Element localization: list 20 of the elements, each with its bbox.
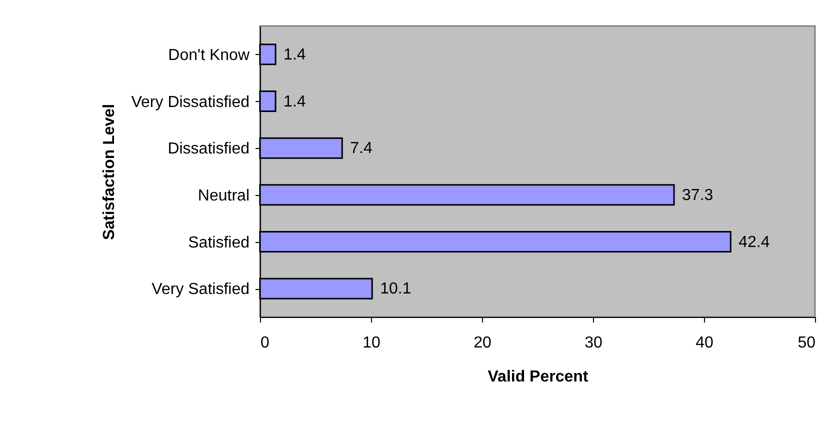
data-label: 1.4 bbox=[284, 93, 306, 110]
x-tick-label: 0 bbox=[260, 334, 270, 352]
y-tick-label: Dissatisfied bbox=[168, 140, 250, 158]
y-tick-label: Satisfied bbox=[188, 234, 250, 252]
data-label: 37.3 bbox=[682, 186, 714, 204]
x-tick-label: 30 bbox=[584, 334, 602, 352]
x-tick-label: 10 bbox=[362, 334, 380, 352]
data-label: 7.4 bbox=[350, 140, 372, 158]
y-tick-label: Don't Know bbox=[168, 46, 250, 64]
x-tick-label: 20 bbox=[474, 334, 492, 352]
y-axis-title: Satisfaction Level bbox=[101, 104, 118, 240]
y-tick-label: Very Dissatisfied bbox=[131, 94, 250, 111]
x-tick-label: 40 bbox=[696, 334, 714, 352]
data-label: 42.4 bbox=[738, 234, 770, 251]
x-axis-title: Valid Percent bbox=[488, 368, 589, 386]
data-label: 1.4 bbox=[284, 46, 306, 64]
y-tick-label: Neutral bbox=[198, 187, 250, 204]
x-tick-label: 50 bbox=[798, 334, 816, 352]
data-label: 10.1 bbox=[380, 280, 412, 298]
y-tick-label: Very Satisfied bbox=[152, 281, 250, 298]
